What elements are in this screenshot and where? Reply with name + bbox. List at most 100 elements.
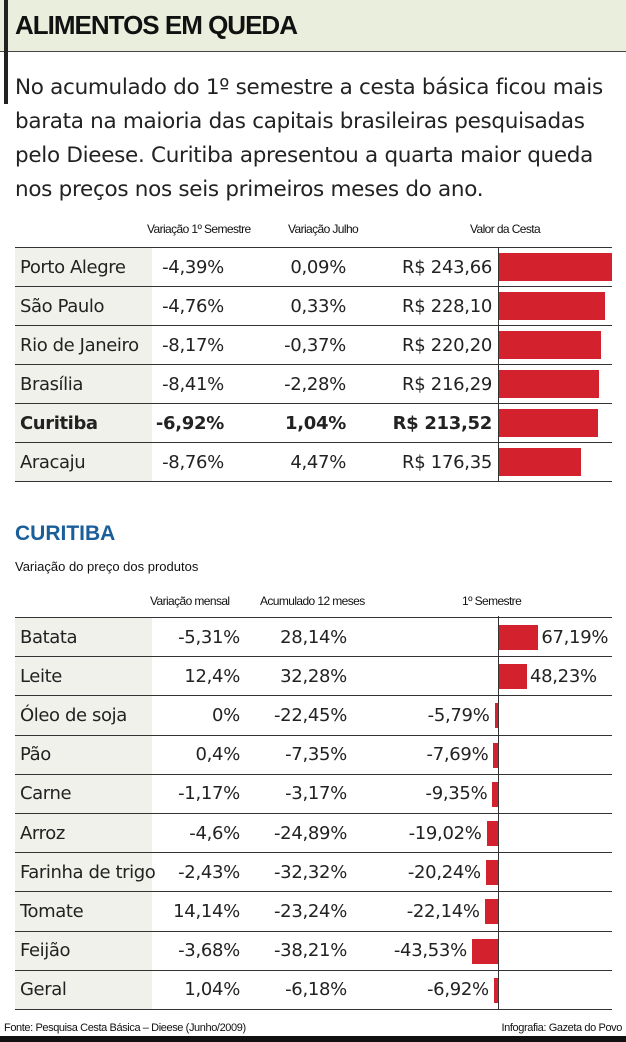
basket-value-bar [498, 253, 612, 281]
accumulated-12m: -3,17% [285, 783, 347, 805]
intro-text: No acumulado do 1º semestre a cesta bási… [15, 75, 603, 202]
semester-variation: -8,17% [162, 334, 224, 356]
semester-bar [493, 742, 498, 768]
semester-variation: -8,41% [162, 373, 224, 395]
product-label: Batata [15, 618, 152, 657]
header-valor-cesta: Valor da Cesta [470, 222, 541, 236]
city-label: São Paulo [15, 287, 152, 325]
semester-bar [493, 977, 498, 1003]
monthly-variation: 1,04% [184, 979, 240, 1001]
table-row: Curitiba -6,92% 1,04% R$ 213,52 [15, 404, 612, 443]
table-row: Porto Alegre -4,39% 0,09% R$ 243,66 [15, 248, 612, 287]
semester-bar [486, 821, 498, 846]
product-label: Tomate [15, 892, 152, 931]
city-label: Porto Alegre [15, 248, 152, 286]
table-row: Arroz -4,6% -24,89% -19,02% [15, 814, 612, 854]
semester-value: -9,35% [425, 783, 488, 805]
product-label: Feijão [15, 931, 152, 970]
monthly-variation: -5,31% [178, 626, 240, 648]
source-note: Fonte: Pesquisa Cesta Básica – Dieese (J… [4, 1022, 246, 1034]
basket-value: R$ 220,20 [402, 334, 492, 356]
bar-axis-line [498, 248, 499, 482]
basket-value: R$ 228,10 [402, 295, 492, 317]
july-variation: 1,04% [285, 412, 346, 434]
july-variation: 4,47% [290, 451, 346, 473]
product-label: Farinha de trigo [15, 853, 156, 892]
july-variation: -2,28% [284, 373, 346, 395]
basket-value: R$ 213,52 [392, 412, 493, 434]
basket-value: R$ 176,35 [402, 451, 492, 473]
july-variation: -0,37% [284, 334, 346, 356]
semester-value: -6,92% [426, 979, 489, 1001]
accumulated-12m: 28,14% [280, 626, 347, 648]
credit-note: Infografia: Gazeta do Povo [501, 1022, 623, 1034]
table-row: Carne -1,17% -3,17% -9,35% [15, 774, 612, 814]
header-variacao-julho: Variação Julho [288, 222, 359, 236]
header-variacao-semestre: Variação 1º Semestre [147, 222, 251, 236]
accumulated-12m: -6,18% [285, 979, 347, 1001]
header-semestre: 1º Semestre [462, 594, 522, 608]
bottom-rule [0, 1036, 626, 1042]
semester-bar [484, 899, 498, 925]
monthly-variation: 12,4% [184, 665, 240, 687]
title-band [0, 0, 626, 52]
table-top-rule [15, 617, 612, 618]
product-label: Pão [15, 735, 152, 774]
semester-value: -22,14% [406, 900, 480, 922]
product-label: Arroz [15, 814, 152, 853]
monthly-variation: -1,17% [178, 783, 240, 805]
semester-value: 67,19% [541, 626, 609, 648]
basket-value-bar [498, 448, 581, 476]
semester-bar [492, 781, 498, 807]
basket-value-bar [498, 409, 598, 437]
table-row: Brasília -8,41% -2,28% R$ 216,29 [15, 365, 612, 404]
monthly-variation: 0,4% [195, 744, 240, 766]
accumulated-12m: -24,89% [273, 822, 347, 844]
table-row: Tomate 14,14% -23,24% -22,14% [15, 892, 612, 932]
semester-value: -20,24% [407, 861, 481, 883]
left-accent-bar [4, 0, 8, 104]
monthly-variation: -4,6% [189, 822, 240, 844]
header-acumulado: Acumulado 12 meses [260, 594, 365, 608]
semester-variation: -4,76% [162, 295, 224, 317]
semester-bar [485, 860, 498, 886]
city-label: Brasília [15, 365, 152, 403]
basket-value: R$ 243,66 [402, 256, 492, 278]
basket-value-bar [498, 370, 600, 398]
table-row: Óleo de soja 0% -22,45% -5,79% [15, 696, 612, 736]
table-row: Leite 12,4% 32,28% 48,23% [15, 657, 612, 697]
table-row: Pão 0,4% -7,35% -7,69% [15, 735, 612, 775]
basket-value: R$ 216,29 [402, 373, 492, 395]
city-label: Rio de Janeiro [15, 326, 152, 364]
page-title: ALIMENTOS EM QUEDA [15, 10, 298, 40]
semester-variation: -4,39% [162, 256, 224, 278]
table-row: Farinha de trigo -2,43% -32,32% -20,24% [15, 853, 612, 893]
semester-value: -19,02% [408, 822, 482, 844]
product-label: Geral [15, 970, 152, 1009]
accumulated-12m: -32,32% [273, 861, 347, 883]
basket-value-bar [498, 331, 601, 359]
accumulated-12m: -23,24% [273, 900, 347, 922]
table-row: Geral 1,04% -6,18% -6,92% [15, 970, 612, 1010]
basket-value-bar [498, 292, 605, 320]
accumulated-12m: 32,28% [280, 665, 347, 687]
accumulated-12m: -7,35% [285, 744, 347, 766]
monthly-variation: -3,68% [178, 940, 240, 962]
semester-value: -43,53% [393, 940, 467, 962]
header-variacao-mensal: Variação mensal [150, 594, 230, 608]
semester-bar [494, 703, 498, 729]
product-label: Carne [15, 774, 152, 813]
city-label: Curitiba [15, 404, 152, 442]
product-label: Leite [15, 657, 152, 696]
table-row: Batata -5,31% 28,14% 67,19% [15, 618, 612, 658]
table-row: São Paulo -4,76% 0,33% R$ 228,10 [15, 287, 612, 326]
city-label: Aracaju [15, 443, 152, 481]
semester-bar [498, 625, 539, 650]
july-variation: 0,09% [290, 256, 346, 278]
semester-variation: -8,76% [162, 451, 224, 473]
bar-axis-line [498, 616, 499, 1010]
monthly-variation: 0% [212, 704, 240, 726]
semester-value: 48,23% [529, 665, 597, 687]
semester-bar [471, 938, 498, 964]
product-label: Óleo de soja [15, 696, 152, 735]
